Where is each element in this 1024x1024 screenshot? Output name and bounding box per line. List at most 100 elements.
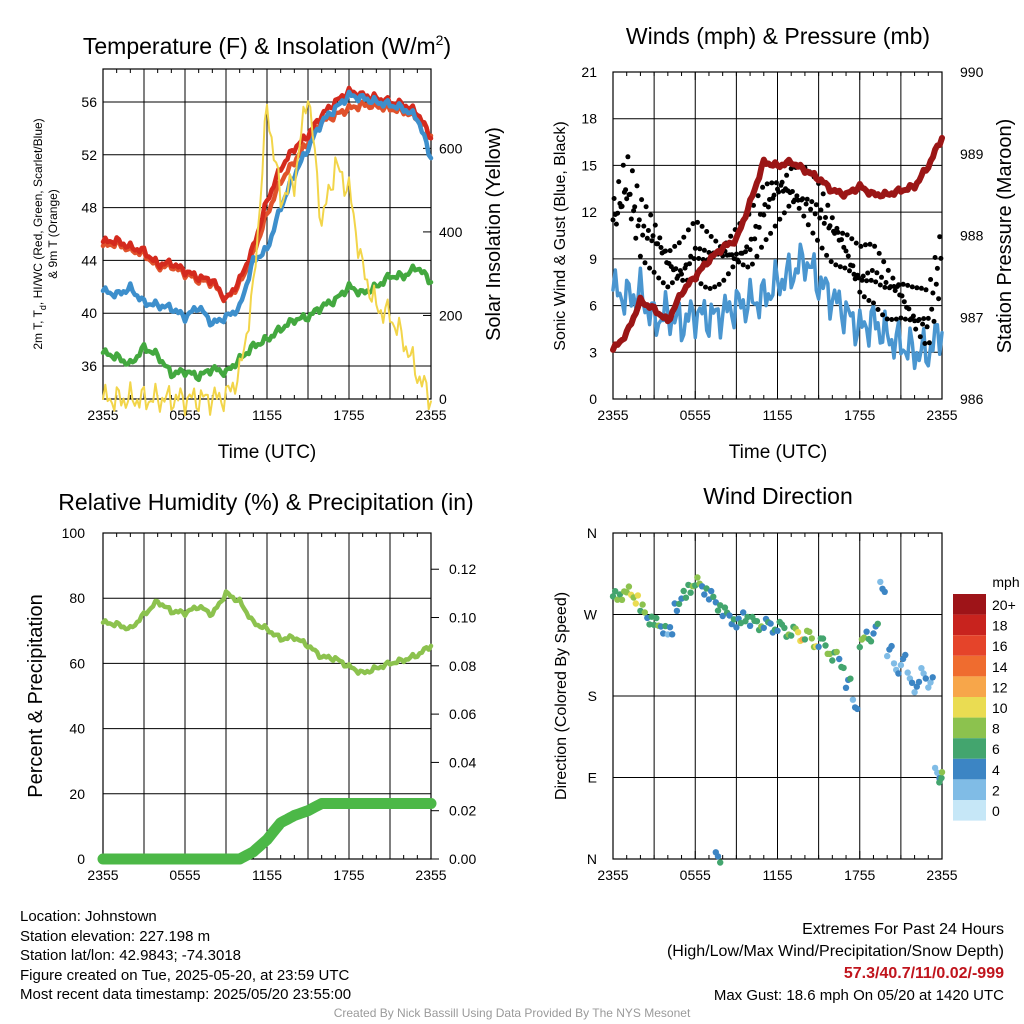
wind-y-tick-label: 21 — [581, 64, 597, 80]
wind-gust-point — [712, 284, 718, 290]
dir-point — [806, 628, 813, 635]
wind-gust-point — [875, 307, 881, 312]
wind-gust-point — [933, 281, 939, 287]
wind-x-tick-label: 1755 — [844, 407, 875, 423]
wind-gust-point — [885, 267, 891, 273]
temp-x-tick-label: 2355 — [87, 407, 118, 423]
dir-x-tick-label: 1755 — [844, 867, 875, 883]
wind-gust-point — [901, 299, 907, 305]
wind-gust-point — [613, 221, 619, 227]
dir-point — [774, 627, 781, 634]
dir-point — [612, 588, 619, 595]
wind-gust-point — [651, 269, 657, 275]
wind-gust-point — [874, 270, 880, 276]
wind-gust-point — [869, 268, 875, 273]
wind-y2-tick-label: 986 — [960, 391, 984, 407]
wind-x-tick-label: 2355 — [597, 407, 628, 423]
dir-point — [920, 670, 927, 677]
wind-gust-point — [825, 202, 831, 208]
rh-y2-tick-label: 0.00 — [449, 851, 476, 867]
wind-gust-point — [914, 285, 920, 291]
wind-gust-point — [648, 212, 654, 218]
dir-point — [726, 612, 733, 619]
dir-point — [840, 664, 847, 672]
wind-gust-point — [669, 280, 675, 286]
dir-y-tick-label: S — [588, 688, 597, 704]
wind-y-tick-label: 15 — [581, 157, 597, 173]
colorbar-swatch — [953, 697, 986, 718]
wind-gust-point — [779, 179, 785, 185]
temp-y-tick-label: 52 — [81, 147, 97, 163]
wind-gust-point — [649, 238, 655, 244]
wind-y-tick-label: 12 — [581, 204, 597, 220]
wind-gust-point — [716, 281, 722, 287]
wind-gust-point — [823, 215, 828, 220]
wind-gust-point — [645, 228, 651, 233]
wind-gust-point — [849, 236, 855, 242]
wind-gust-point — [860, 273, 866, 279]
wind-gust-point — [657, 235, 663, 241]
wind-gust-point — [858, 243, 864, 249]
dir-point — [728, 620, 735, 628]
dir-point — [874, 620, 881, 627]
wind-gust-point — [691, 256, 697, 262]
dir-point — [929, 674, 936, 681]
colorbar-label: 20+ — [992, 597, 1016, 613]
dir-point — [884, 652, 891, 660]
wind-gust-point — [619, 203, 625, 209]
precip-line — [97, 798, 437, 865]
wind-gust-point — [725, 271, 731, 277]
wind-gust-point — [827, 223, 833, 229]
wind-gust-point — [639, 197, 645, 203]
wind-gust-point — [763, 237, 769, 243]
temp-y2-tick-label: 600 — [439, 140, 463, 156]
wind-gust-point — [877, 282, 883, 288]
rh-x-tick-label: 1155 — [252, 867, 282, 883]
colorbar-label: 10 — [992, 700, 1008, 716]
dir-point — [714, 853, 722, 860]
dir-point — [819, 635, 827, 642]
wind-title: Winds (mph) & Pressure (mb) — [626, 23, 930, 49]
rh-frame — [102, 532, 432, 860]
colorbar-label: 2 — [992, 782, 1000, 798]
wind-gust-point — [925, 315, 931, 321]
wind-gust-point — [824, 252, 830, 258]
dir-point — [744, 613, 751, 621]
dir-point — [922, 675, 929, 682]
colorbar-swatch — [953, 594, 986, 615]
wind-gust-point — [769, 180, 775, 186]
wind-gust-point — [803, 201, 809, 207]
wind-gust-point — [805, 222, 811, 228]
wind-gust-point — [889, 317, 895, 322]
wind-gust-point — [764, 181, 770, 187]
wind-gust-point — [762, 202, 768, 208]
rh-y-tick-label: 80 — [69, 590, 85, 606]
dir-point — [746, 622, 754, 629]
wind-gust-point — [673, 266, 679, 272]
wind-gust-point — [721, 277, 727, 283]
wind-xlabel: Time (UTC) — [729, 442, 828, 463]
rh-y-tick-label: 60 — [69, 655, 85, 671]
dir-point — [710, 593, 717, 600]
wind-gust-point — [930, 290, 936, 296]
dir-point — [708, 587, 715, 595]
rh-y-tick-label: 100 — [62, 525, 86, 541]
temp-ylabel-sub: d — [38, 305, 48, 310]
dir-point — [808, 635, 815, 642]
rh-line — [100, 589, 434, 676]
wind-gust-point — [837, 264, 843, 270]
dir-point — [911, 689, 918, 696]
wind-gust-point — [883, 280, 889, 285]
wind-gust-point — [868, 277, 874, 283]
wind-gust-point — [840, 230, 846, 236]
colorbar-swatch — [953, 676, 986, 697]
wind-gust-point — [629, 168, 635, 174]
wind-gust-point — [867, 241, 873, 247]
wind-gust-point — [713, 238, 719, 244]
colorbar-swatch — [953, 758, 986, 780]
wind-gust-point — [704, 229, 710, 234]
wind-gust-point — [789, 189, 795, 194]
dir-point — [794, 629, 802, 636]
dir-point — [915, 678, 923, 686]
wind-gust-point — [660, 280, 666, 286]
